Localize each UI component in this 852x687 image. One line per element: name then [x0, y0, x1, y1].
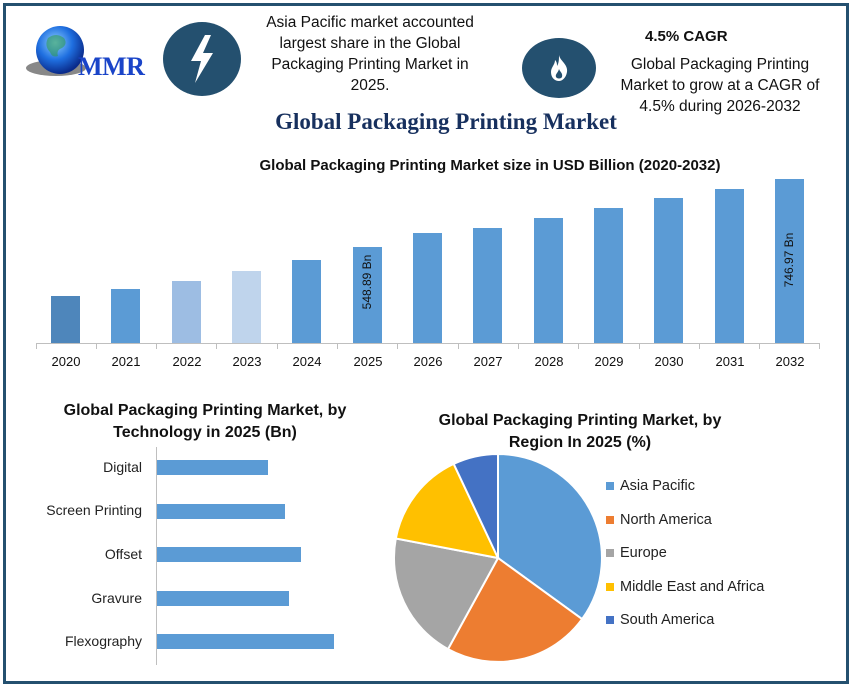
x-label: 2021	[111, 354, 141, 369]
x-tick	[819, 343, 820, 349]
x-label: 2027	[473, 354, 503, 369]
bar-2031	[715, 189, 744, 343]
bar-offset	[157, 547, 301, 562]
legend-swatch	[606, 482, 614, 490]
bar-2030	[654, 198, 683, 343]
x-tick	[397, 343, 398, 349]
legend-item-south-america: South America	[606, 612, 714, 628]
y-label: Digital	[103, 459, 142, 475]
pie-slice-south-america	[452, 452, 499, 559]
bar-2023	[232, 271, 261, 343]
x-label: 2023	[232, 354, 262, 369]
pie-slice-middle-east-africa	[394, 462, 500, 560]
bar-screen-printing	[157, 504, 285, 519]
flame-icon	[551, 55, 568, 81]
flame-badge	[522, 38, 596, 98]
pie-slice-asia-pacific	[497, 452, 603, 621]
legend-swatch	[606, 549, 614, 557]
bar-2021	[111, 289, 140, 343]
x-label: 2020	[51, 354, 81, 369]
x-label: 2032	[775, 354, 805, 369]
x-axis-line	[36, 343, 820, 344]
y-label: Gravure	[91, 590, 142, 606]
region-pie-chart	[393, 452, 603, 663]
x-tick	[277, 343, 278, 349]
x-label: 2025	[353, 354, 383, 369]
bar-2029	[594, 208, 623, 343]
bar-flexography	[157, 634, 334, 649]
technology-chart-title: Global Packaging Printing Market, by Tec…	[63, 402, 347, 441]
y-axis-line	[156, 447, 157, 665]
bar-gravure	[157, 591, 289, 606]
cagr-title: 4.5% CAGR	[645, 28, 728, 45]
pie-slice-north-america	[446, 556, 584, 663]
bar-2024	[292, 260, 321, 343]
x-tick	[337, 343, 338, 349]
y-label: Offset	[104, 546, 142, 562]
legend-item-asia-pacific: Asia Pacific	[606, 478, 695, 494]
bar-label-2032: 746.97 Bn	[782, 232, 796, 288]
legend-swatch	[606, 616, 614, 624]
x-tick	[458, 343, 459, 349]
y-label: Flexography	[64, 633, 142, 649]
x-tick	[578, 343, 579, 349]
cagr-note: Global Packaging Printing Market to grow…	[620, 56, 820, 115]
globe-logo-icon	[26, 26, 86, 76]
bar-2028	[534, 218, 563, 343]
lightning-badge	[163, 22, 241, 96]
asia-pacific-note: Asia Pacific market accounted largest sh…	[266, 14, 474, 94]
x-label: 2026	[413, 354, 443, 369]
x-label: 2029	[594, 354, 624, 369]
region-chart-title: Global Packaging Printing Market, by Reg…	[438, 412, 722, 451]
legend-item-north-america: North America	[606, 512, 712, 528]
x-label: 2024	[292, 354, 322, 369]
bar-2026	[413, 233, 442, 343]
x-tick	[759, 343, 760, 349]
bar-2022	[172, 281, 201, 343]
x-tick	[518, 343, 519, 349]
x-label: 2022	[172, 354, 202, 369]
x-label: 2030	[654, 354, 684, 369]
x-tick	[36, 343, 37, 349]
x-tick	[639, 343, 640, 349]
x-tick	[699, 343, 700, 349]
mmr-logo-text: MMR	[78, 52, 145, 81]
legend-item-middle-east-africa: Middle East and Africa	[606, 579, 764, 595]
bar-label-2025: 548.89 Bn	[360, 254, 374, 310]
bar-2025	[353, 247, 382, 343]
page-title: Global Packaging Printing Market	[275, 109, 617, 134]
bar-2032	[775, 179, 804, 343]
bar-digital	[157, 460, 268, 475]
bar-2027	[473, 228, 502, 343]
lightning-icon	[191, 35, 213, 83]
legend-swatch	[606, 516, 614, 524]
bar-2020	[51, 296, 80, 343]
x-tick	[216, 343, 217, 349]
y-label: Screen Printing	[46, 502, 142, 518]
x-tick	[156, 343, 157, 349]
x-label: 2028	[534, 354, 564, 369]
pie-slice-europe	[393, 537, 500, 651]
x-tick	[96, 343, 97, 349]
legend-swatch	[606, 583, 614, 591]
x-label: 2031	[715, 354, 745, 369]
legend-item-europe: Europe	[606, 545, 667, 561]
bar-chart-title: Global Packaging Printing Market size in…	[259, 157, 721, 174]
